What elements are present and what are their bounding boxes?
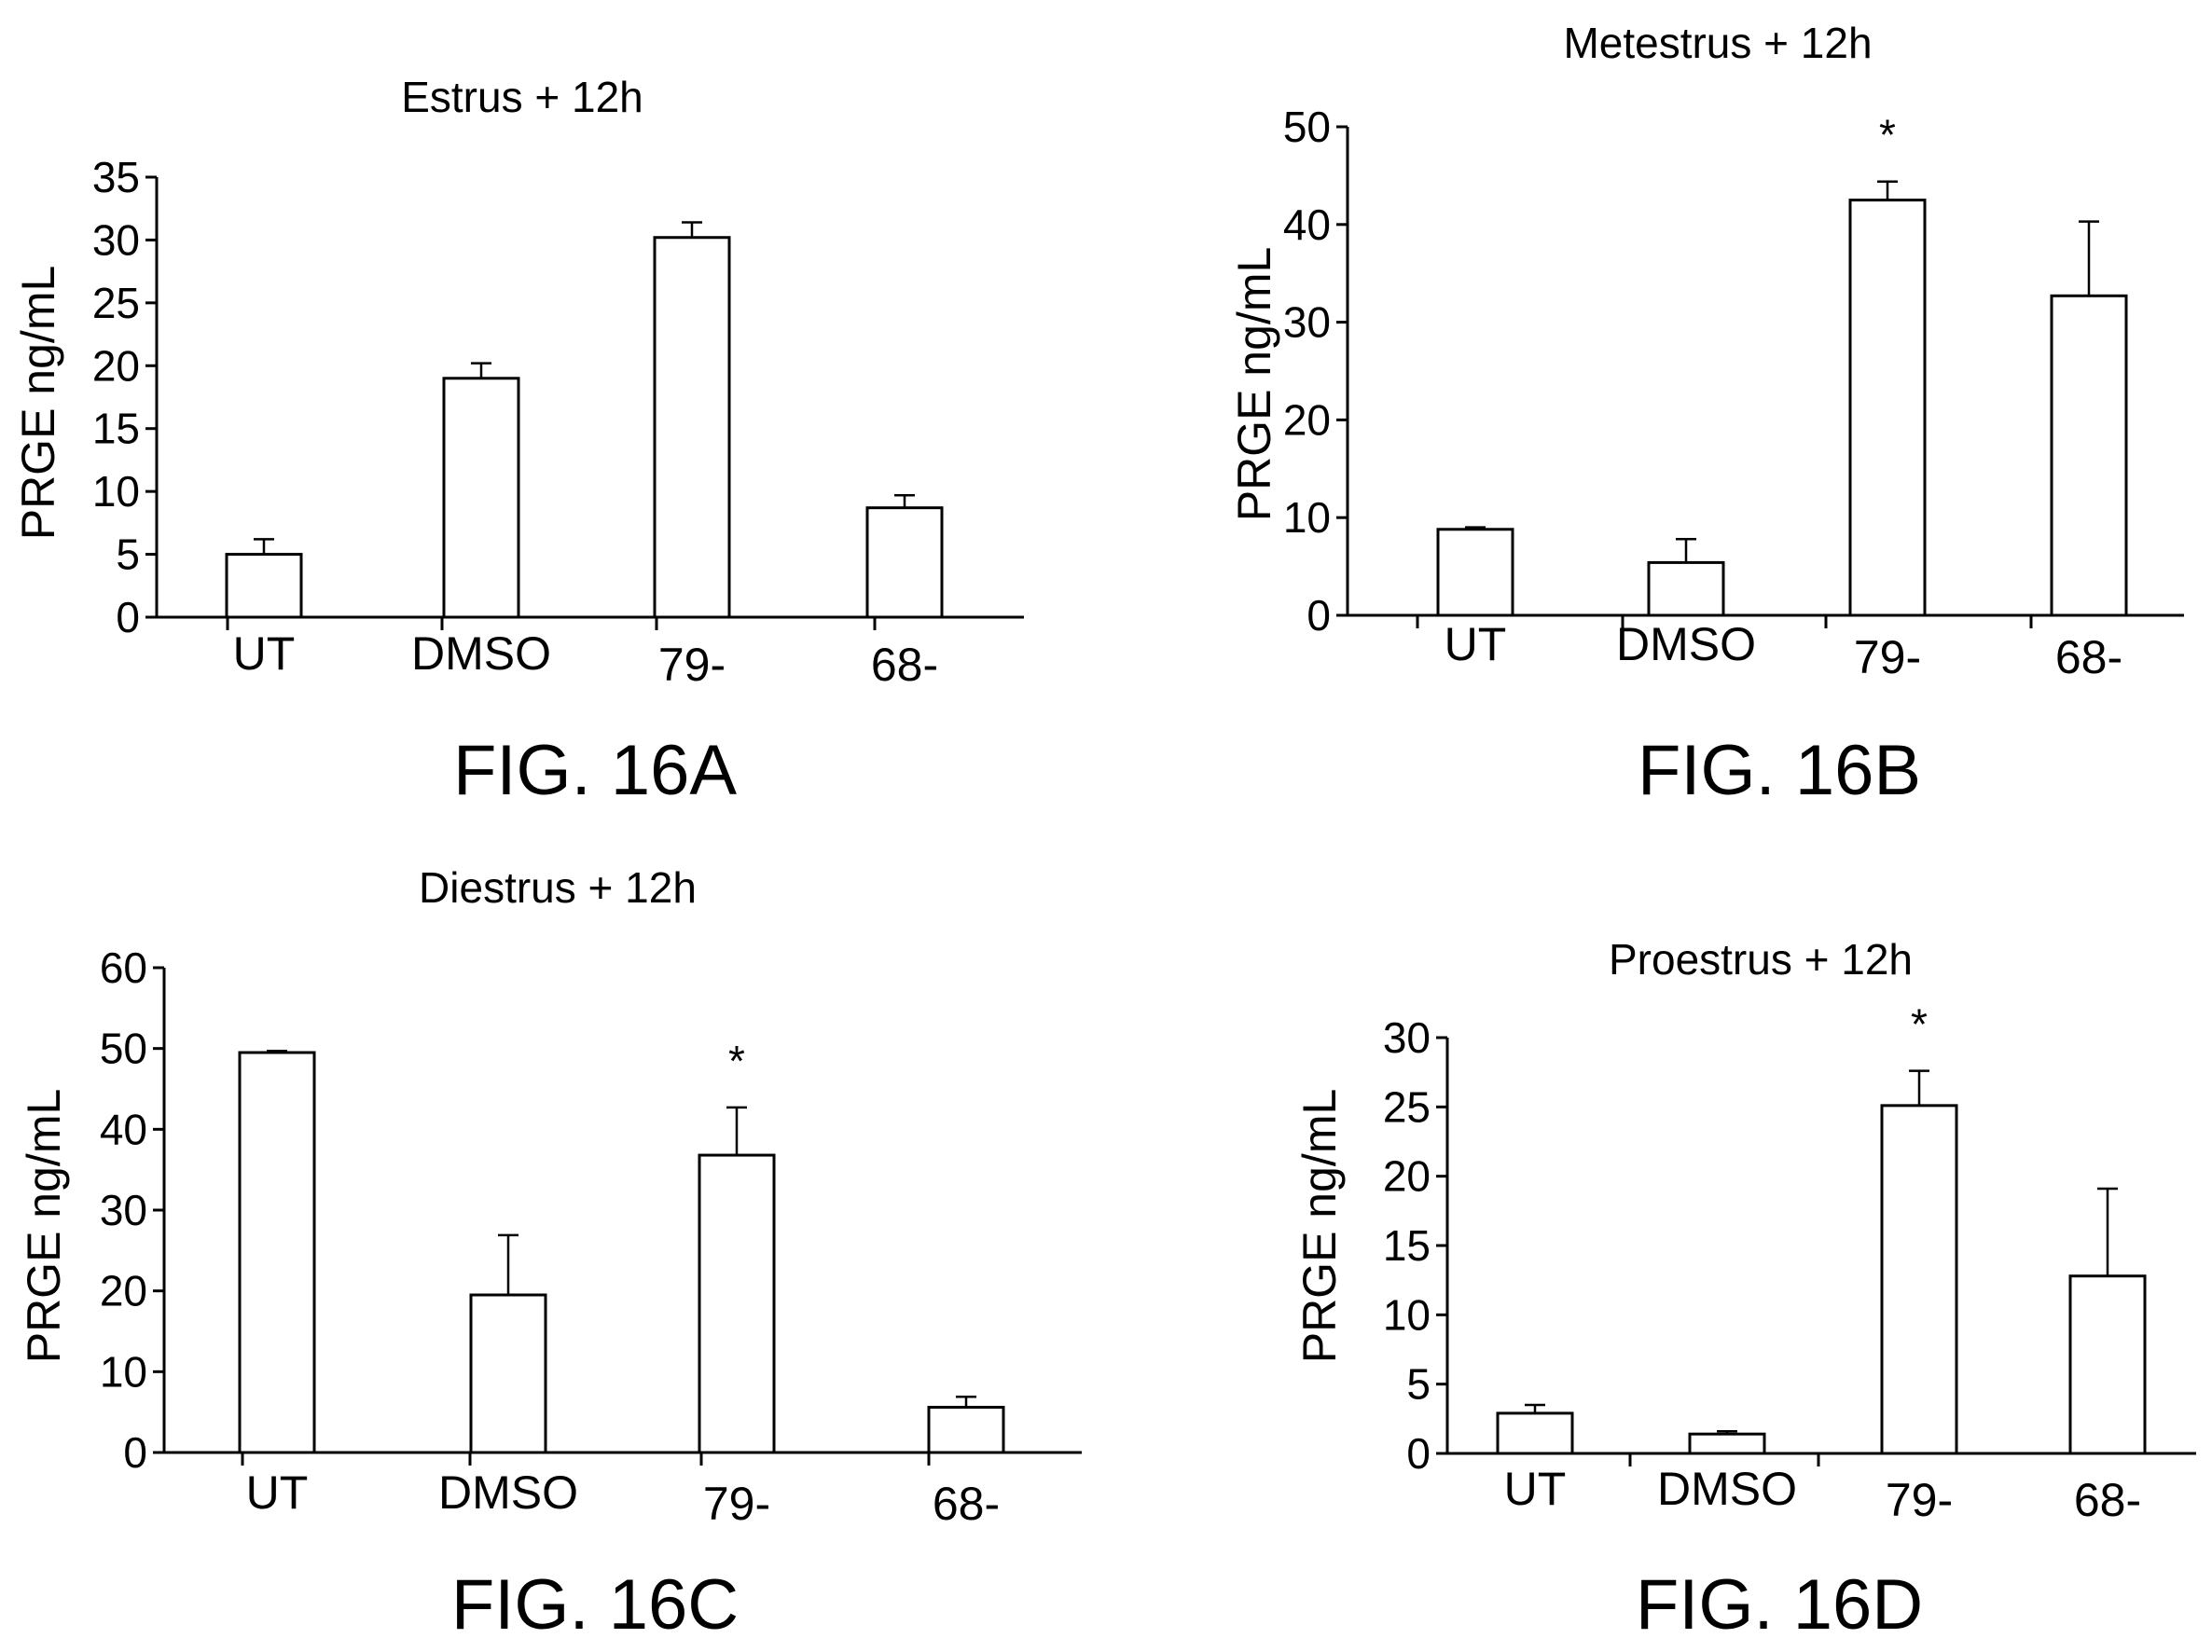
y-tick-label: 20: [100, 1267, 147, 1315]
x-category-label: DMSO: [1616, 618, 1756, 670]
bar: [442, 377, 520, 619]
y-axis-label: PRGE ng/mL: [1293, 1089, 1346, 1364]
bar: [927, 1405, 1005, 1454]
y-tick-label: 20: [1383, 1152, 1431, 1201]
y-tick-label: 40: [1283, 200, 1331, 249]
chart-title: Metestrus + 12h: [1563, 19, 1872, 67]
y-tick-label: 0: [1306, 591, 1331, 640]
y-tick-label: 20: [1283, 395, 1331, 444]
panel-fig-16a: Estrus + 12h PRGE ng/mL 0 5 10 15 20 25 30 35 UT…: [12, 73, 1024, 810]
x-category-label: UT: [233, 627, 296, 680]
figure-caption: FIG. 16A: [453, 731, 737, 810]
bar: [1688, 1432, 1766, 1455]
bar: [1647, 560, 1725, 617]
y-tick-label: 20: [92, 341, 140, 390]
y-tick-label: 25: [92, 279, 140, 327]
y-tick-label: 40: [100, 1105, 147, 1153]
bar: [238, 1051, 316, 1454]
x-category-label: 79-: [1854, 631, 1921, 683]
x-category-label: 79-: [703, 1478, 770, 1530]
y-tick-label: 10: [1383, 1290, 1431, 1339]
x-category-label: UT: [1445, 618, 1507, 670]
x-category-label: 79-: [658, 639, 726, 691]
y-tick-label: 30: [100, 1186, 147, 1234]
plot-area: 0 5 10 15 20 25 30 35 UT DMSO 79- 68-: [92, 153, 1024, 691]
y-tick-label: 35: [92, 153, 140, 201]
y-tick-label: 50: [1283, 103, 1331, 151]
y-tick-label: 0: [123, 1428, 147, 1477]
significance-marker: *: [1879, 111, 1896, 159]
figure-caption: FIG. 16C: [451, 1565, 739, 1645]
y-tick-label: 30: [92, 215, 140, 264]
plot-area: 0 10 20 30 40 50 60 UT DMSO * 79- 68-: [100, 943, 1082, 1530]
x-category-label: DMSO: [1657, 1463, 1797, 1515]
x-category-label: 68-: [871, 639, 938, 691]
y-tick-label: 0: [1406, 1429, 1431, 1478]
y-tick-label: 15: [92, 405, 140, 453]
x-category-label: 79-: [1886, 1474, 1953, 1526]
x-category-label: 68-: [933, 1478, 1000, 1530]
bar: [2068, 1274, 2147, 1455]
figure-caption: FIG. 16D: [1636, 1565, 1923, 1645]
plot-area: 0 10 20 30 40 50 UT DMSO * 79- 68-: [1283, 103, 2184, 683]
significance-marker: *: [728, 1037, 745, 1085]
x-category-label: DMSO: [411, 627, 551, 680]
y-tick-label: 0: [116, 593, 140, 641]
bar: [469, 1293, 547, 1454]
bar: [2050, 294, 2128, 617]
y-tick-label: 30: [1383, 1013, 1431, 1062]
bar: [865, 506, 944, 619]
x-category-label: 68-: [2055, 631, 2122, 683]
x-category-label: UT: [1504, 1463, 1567, 1515]
panel-fig-16c: Diestrus + 12h PRGE ng/mL 0 10 20 30 40 50 60 U…: [18, 863, 1082, 1645]
y-tick-label: 10: [92, 467, 140, 516]
y-tick-label: 30: [1283, 298, 1331, 347]
y-tick-label: 10: [1283, 493, 1331, 542]
significance-marker: *: [1911, 1000, 1928, 1049]
panel-fig-16d: Proestrus + 12h PRGE ng/mL 0 5 10 15 20 25 30 U…: [1293, 935, 2196, 1645]
figure-caption: FIG. 16B: [1638, 731, 1921, 810]
y-tick-label: 5: [116, 530, 140, 579]
y-tick-label: 50: [100, 1025, 147, 1073]
bar: [1880, 1104, 1958, 1455]
bar: [1436, 528, 1514, 617]
y-axis-label: PRGE ng/mL: [18, 1089, 70, 1364]
y-tick-label: 25: [1383, 1082, 1431, 1131]
x-category-label: 68-: [2074, 1474, 2141, 1526]
y-tick-label: 5: [1406, 1360, 1431, 1409]
y-tick-label: 10: [100, 1347, 147, 1396]
x-category-label: UT: [246, 1466, 309, 1519]
y-axis-label: PRGE ng/mL: [1228, 247, 1280, 522]
bar: [1848, 199, 1927, 617]
y-axis-label: PRGE ng/mL: [12, 266, 64, 541]
chart-title: Diestrus + 12h: [419, 863, 697, 912]
y-tick-label: 60: [100, 943, 147, 992]
x-category-label: DMSO: [438, 1466, 578, 1519]
y-tick-label: 15: [1383, 1221, 1431, 1270]
bar: [225, 553, 303, 619]
panel-fig-16b: Metestrus + 12h PRGE ng/mL 0 10 20 30 40 50 UT…: [1228, 19, 2184, 810]
bar: [698, 1153, 776, 1454]
plot-area: 0 5 10 15 20 25 30 UT DMSO * 79- 68-: [1383, 1000, 2196, 1526]
bar: [1496, 1411, 1574, 1455]
chart-title: Estrus + 12h: [401, 73, 643, 121]
chart-title: Proestrus + 12h: [1609, 935, 1913, 984]
bar: [653, 236, 731, 619]
